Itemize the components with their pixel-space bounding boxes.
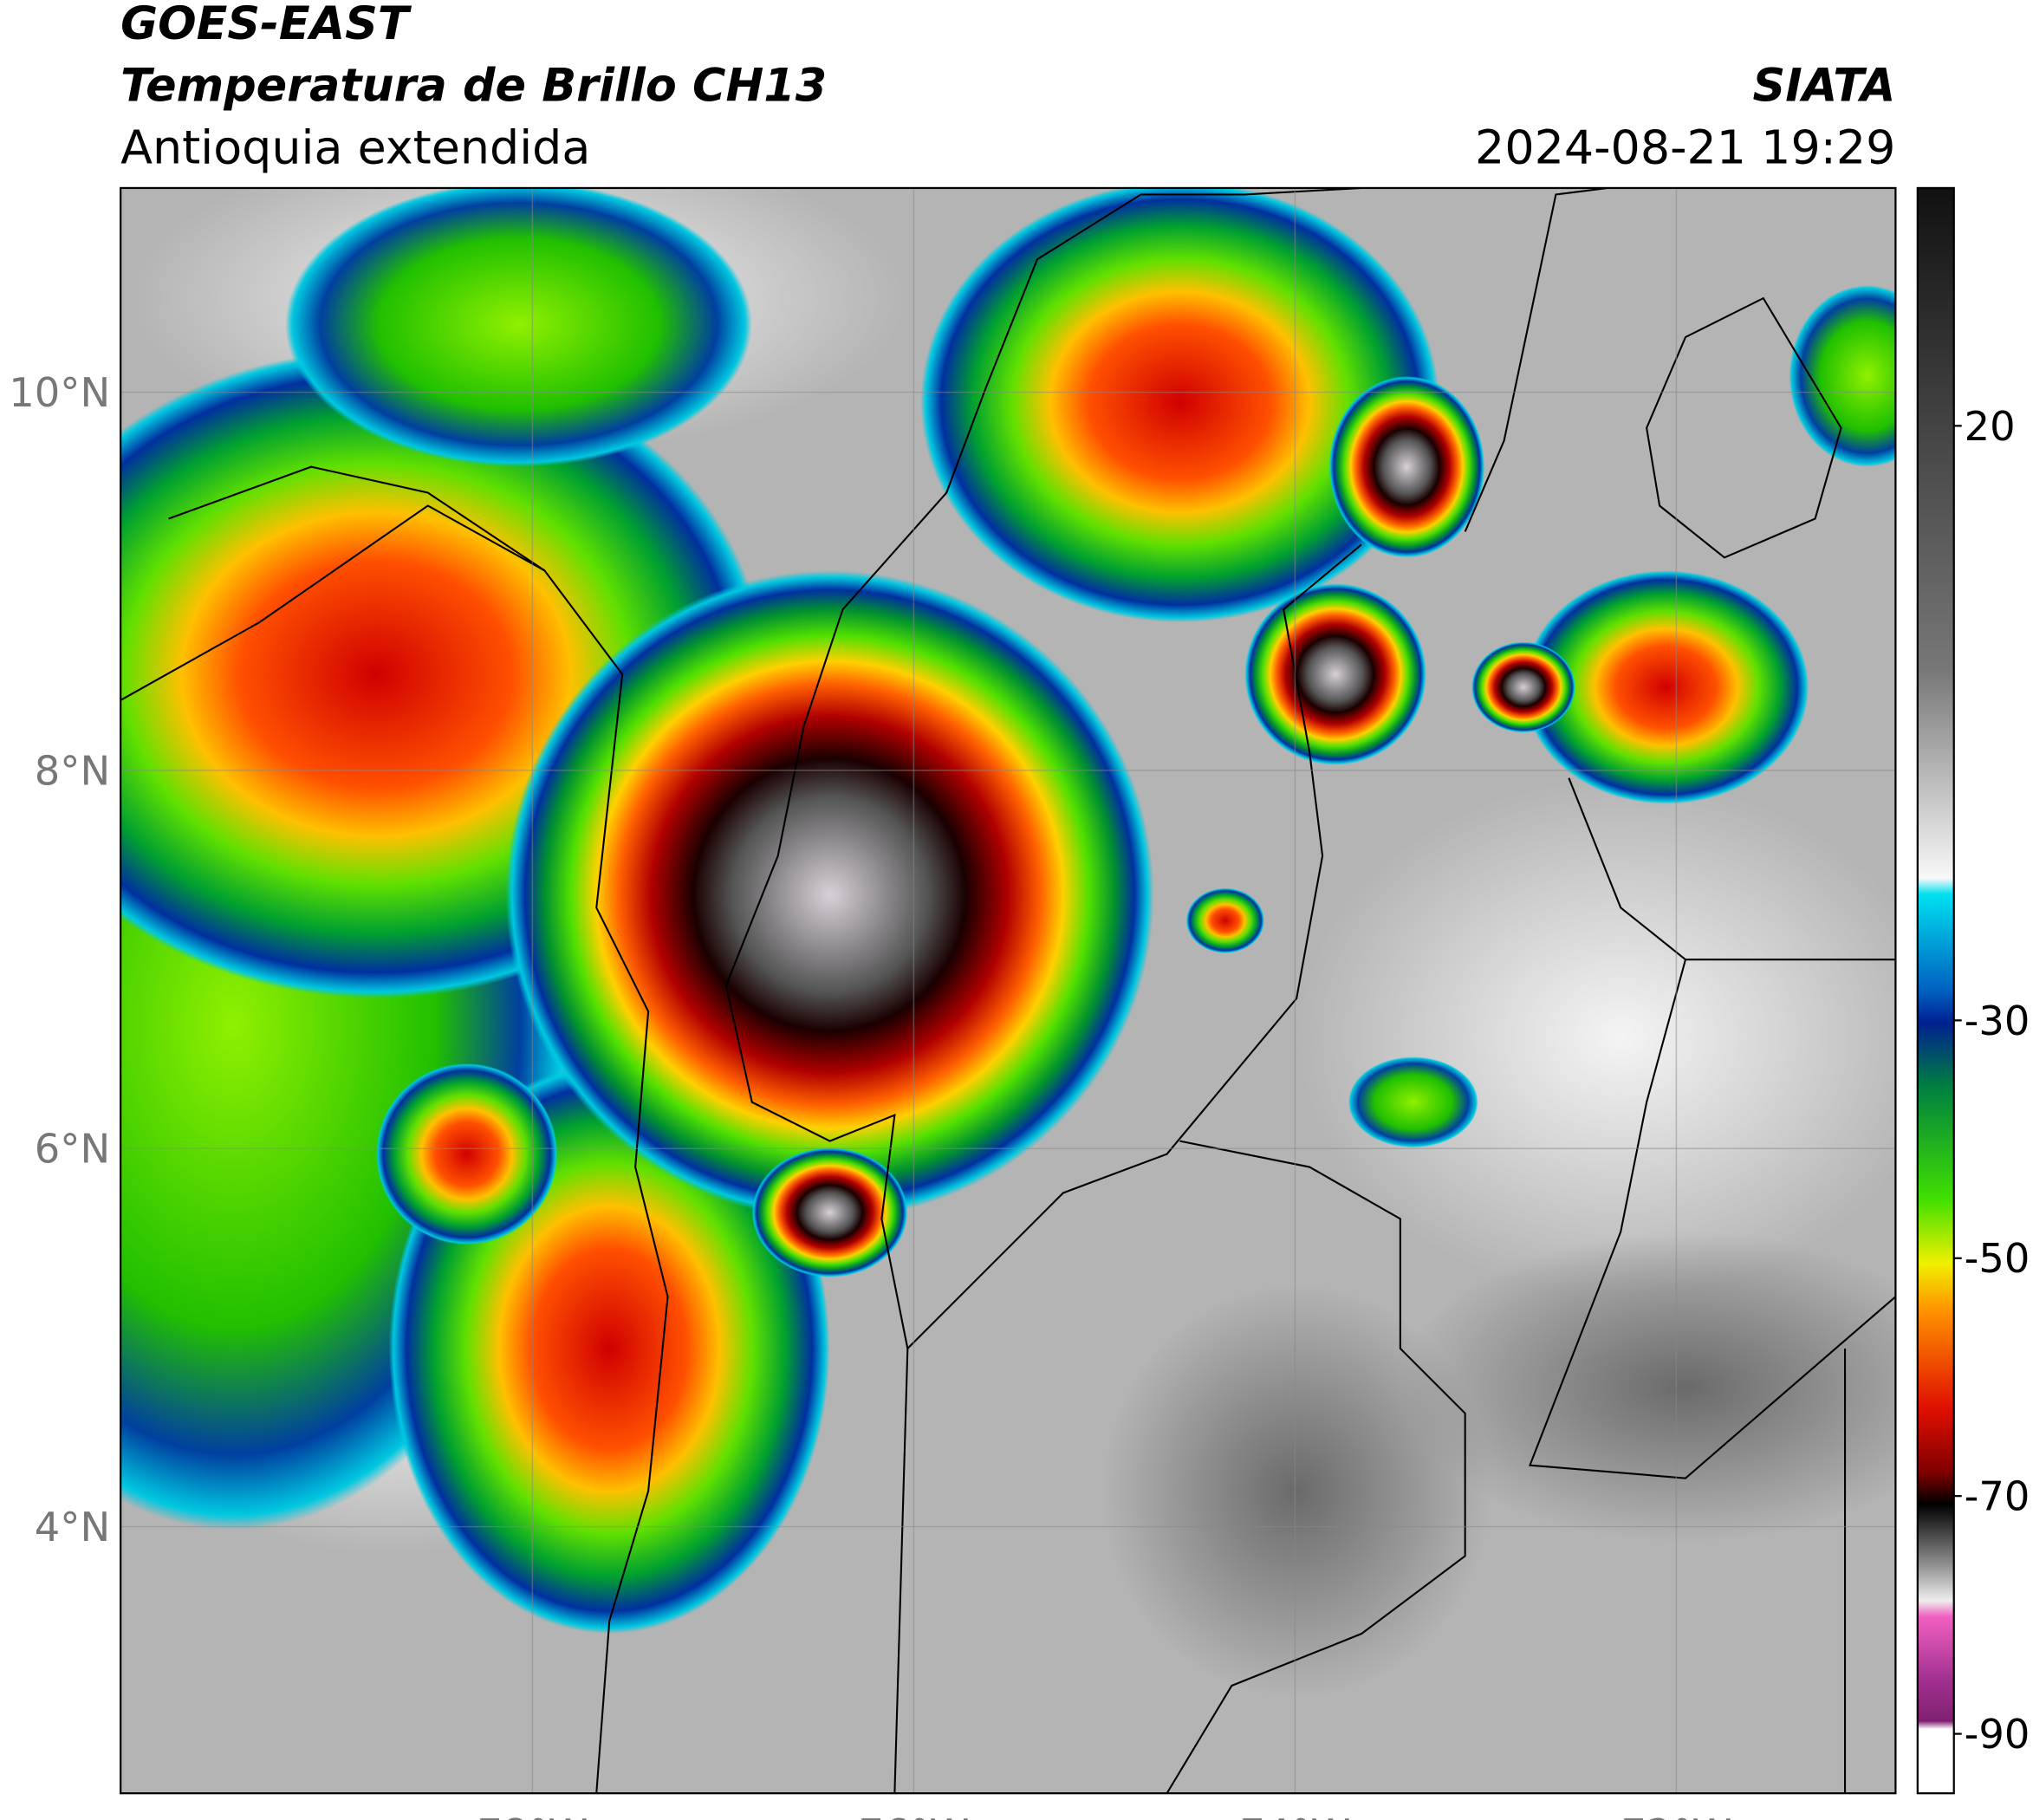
colorbar-tick-label: -30 [1965,998,2030,1044]
x-tick-label: 72°W [1621,1810,1731,1820]
colorbar-tick-label: -90 [1965,1711,2030,1758]
subtitle: Temperatura de Brillo CH13 [120,60,827,113]
x-tick-label: 74°W [1239,1810,1350,1820]
y-tick-label: 8°N [35,747,110,794]
source: SIATA [1753,60,1896,113]
region: Antioquia extendida [120,120,590,175]
colorbar-tick-label: 20 [1965,403,2016,450]
y-tick-label: 10°N [9,369,110,416]
map-frame [120,186,1897,1795]
colorbar-tick-label: -70 [1965,1473,2030,1520]
datetime: 2024-08-21 19:29 [1475,120,1895,175]
x-tick-label: 78°W [477,1810,588,1820]
y-tick-label: 6°N [35,1126,110,1173]
x-tick-label: 76°W [858,1810,969,1820]
colorbar [1916,186,1955,1795]
y-tick-label: 4°N [35,1504,110,1550]
colorbar-tick-label: -50 [1965,1235,2030,1282]
satellite-image [120,187,1896,1794]
title: GOES-EAST [120,0,412,50]
